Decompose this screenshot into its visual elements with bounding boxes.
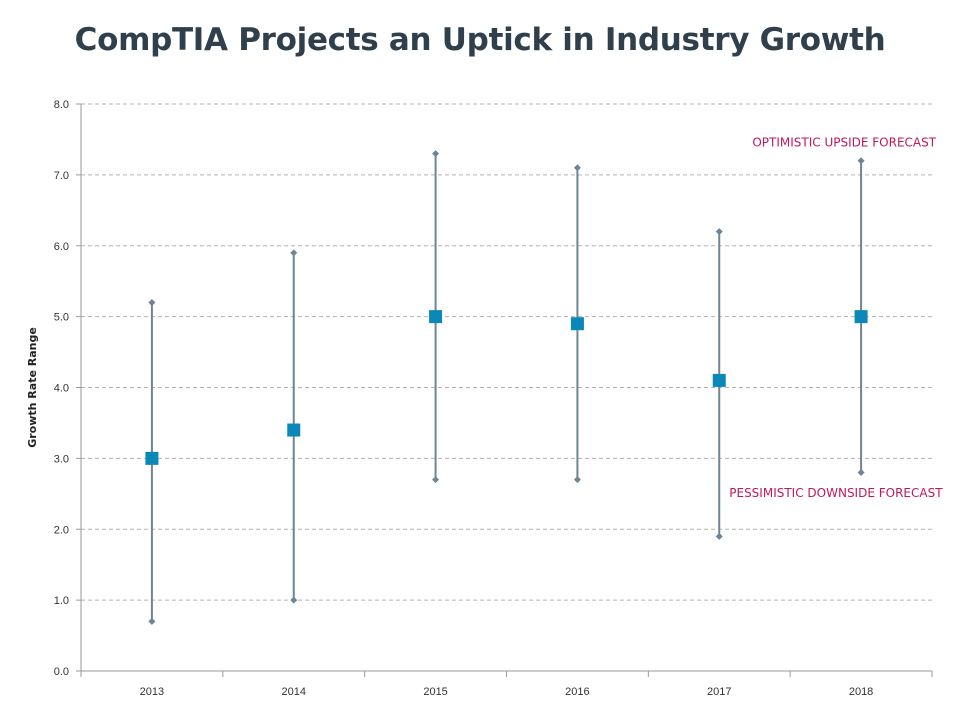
chart-labels: 0.0 1.0 2.0 3.0 4.0 5.0 6.0 7.0 8.0 2013 2014 2015 2… (26, 99, 943, 698)
x-tick-label: 2015 (423, 686, 447, 698)
projection-point (429, 310, 443, 324)
downside-point (148, 617, 156, 625)
y-tick-label: 0.0 (54, 666, 69, 678)
downside-point (290, 596, 298, 604)
y-tick-label: 5.0 (54, 312, 69, 324)
downside-point (573, 476, 581, 484)
projection-point (287, 423, 301, 437)
upside-point (857, 157, 865, 165)
y-axis-title: Growth Rate Range (26, 327, 39, 448)
projection-point (854, 310, 868, 324)
upside-point (148, 298, 156, 306)
gridlines (81, 103, 932, 601)
y-tick-label: 4.0 (54, 383, 69, 395)
annotation-label: OPTIMISTIC UPSIDE FORECAST (752, 136, 936, 150)
projection-point (570, 317, 584, 331)
projection-point (712, 373, 726, 387)
y-tick-label: 6.0 (54, 241, 69, 253)
y-tick-label: 8.0 (54, 99, 69, 111)
x-tick-label: 2016 (565, 686, 589, 698)
chart-title: CompTIA Projects an Uptick in Industry G… (74, 22, 886, 58)
axes (76, 103, 933, 677)
projection-point (145, 451, 159, 465)
y-tick-label: 3.0 (54, 453, 69, 465)
upside-point (290, 249, 298, 257)
y-tick-label: 1.0 (54, 595, 69, 607)
x-tick-label: 2014 (282, 686, 306, 698)
downside-point (857, 469, 865, 477)
x-tick-label: 2017 (707, 686, 731, 698)
upside-point (573, 164, 581, 172)
annotation-label: PESSIMISTIC DOWNSIDE FORECAST (729, 486, 943, 500)
upside-point (432, 150, 440, 158)
upside-point (715, 228, 723, 236)
x-tick-label: 2013 (140, 686, 164, 698)
y-tick-label: 2.0 (54, 524, 69, 536)
downside-point (432, 476, 440, 484)
x-tick-label: 2018 (849, 686, 873, 698)
y-tick-label: 7.0 (54, 170, 69, 182)
data-marks (145, 150, 868, 625)
downside-point (715, 532, 723, 540)
